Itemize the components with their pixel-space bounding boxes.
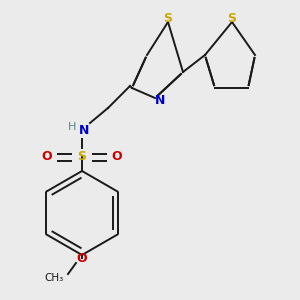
Text: O: O	[42, 151, 52, 164]
Text: S: S	[77, 151, 86, 164]
Text: O: O	[112, 151, 122, 164]
Text: S: S	[164, 13, 172, 26]
Text: S: S	[227, 11, 236, 25]
Text: H: H	[68, 122, 76, 132]
Text: O: O	[77, 251, 87, 265]
Text: N: N	[79, 124, 89, 136]
Text: CH₃: CH₃	[44, 273, 64, 283]
Text: N: N	[155, 94, 165, 107]
